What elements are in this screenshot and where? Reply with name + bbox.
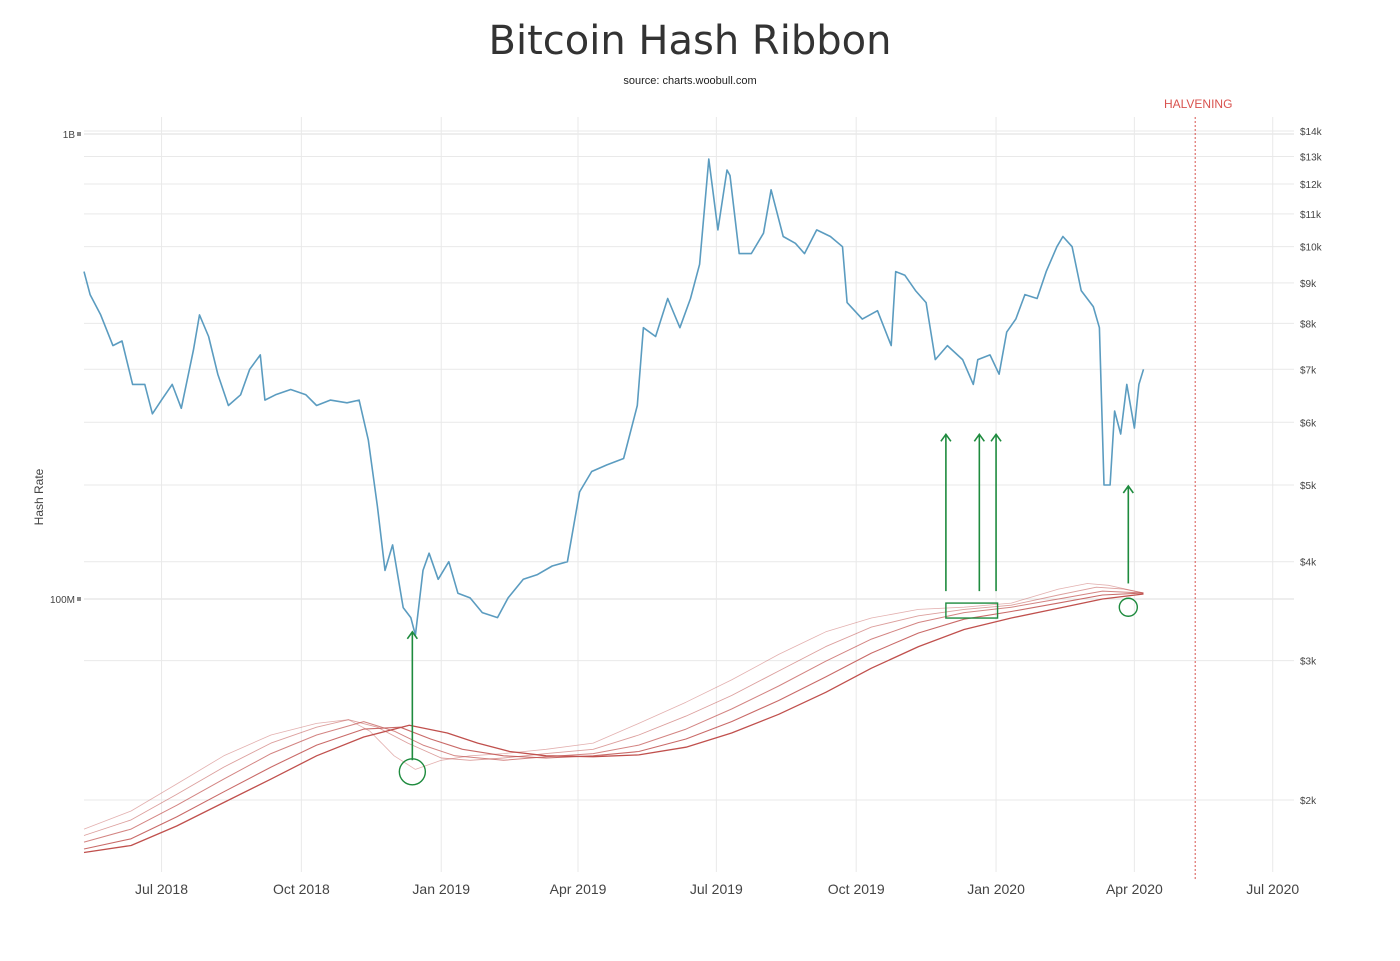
y-axis-right-ticks: $14k $13k $12k $11k $10k $9k $8k $7k $6k $5k $4k $3… [1300,127,1323,807]
y-right-tick-label: $3k [1300,657,1317,668]
annotation-arrow-head [990,432,1002,442]
y-left-tick-mark [77,132,81,136]
annotation-circle [1118,597,1139,617]
y-right-tick-label: $9k [1300,279,1317,290]
x-tick-label: Oct 2018 [273,881,330,897]
hash-rate-ma-line [83,590,1144,843]
annotation-circle [398,758,427,786]
x-tick-label: Jan 2019 [412,881,470,897]
grid-layer [84,117,1294,872]
annotation-arrow-head [406,630,418,640]
y-right-tick-label: $7k [1300,365,1317,376]
y-right-tick-label: $6k [1300,418,1317,429]
hash-rate-ma-line [83,592,1144,850]
chart-title: Bitcoin Hash Ribbon [489,18,892,64]
x-axis-ticks: Jul 2018 Oct 2018 Jan 2019 Apr 2019 Jul 2019… [135,881,1299,897]
y-left-tick-label: 1B [63,130,76,141]
y-right-tick-label: $11k [1300,210,1322,221]
x-tick-label: Apr 2019 [550,881,607,897]
y-axis-left-ticks: 1B 100M [50,130,81,606]
y-right-tick-label: $2k [1300,796,1317,807]
y-right-tick-label: $4k [1300,558,1317,569]
price-line-layer [83,158,1145,637]
chart-subtitle: source: charts.woobull.com [623,75,756,87]
x-tick-label: Jul 2019 [690,881,743,897]
annotation-rect [945,602,999,619]
y-left-tick-mark [77,597,81,601]
x-tick-label: Oct 2019 [828,881,885,897]
annotation-arrow-head [1122,484,1134,494]
hash-rate-ma-line [83,586,1144,836]
annotation-arrow-head [940,432,952,442]
x-tick-label: Apr 2020 [1106,881,1163,897]
y-right-tick-label: $5k [1300,481,1317,492]
x-tick-label: Jan 2020 [967,881,1025,897]
y-right-tick-label: $13k [1300,152,1323,163]
price-line [83,158,1145,637]
y-left-tick-label: 100M [50,595,75,606]
annotation-layer [398,432,1139,786]
hash-rate-ma-line [83,583,1144,830]
x-tick-label: Jul 2020 [1246,881,1299,897]
y-right-tick-label: $8k [1300,319,1317,330]
y-axis-title: Hash Rate [32,468,46,525]
hash-rate-ma-line [83,593,1144,854]
y-right-tick-label: $14k [1300,127,1323,138]
halving-label: HALVENING [1164,97,1232,111]
hash-ribbon-lines [83,583,1144,854]
y-right-tick-label: $12k [1300,180,1323,191]
x-tick-label: Jul 2018 [135,881,188,897]
halving-layer: HALVENING [1164,97,1232,880]
y-right-tick-label: $10k [1300,243,1323,254]
annotation-arrow-head [973,432,985,442]
